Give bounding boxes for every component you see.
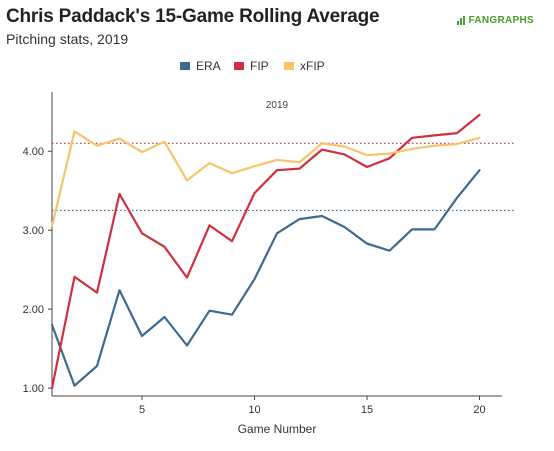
- series-line-fip: [50, 113, 481, 390]
- chart-title: Chris Paddack's 15-Game Rolling Average: [6, 6, 380, 27]
- y-tick-label: 1.00: [23, 383, 44, 395]
- legend-label-fip: FIP: [250, 59, 269, 73]
- panel-label: 2019: [266, 100, 289, 111]
- x-tick-label: 10: [248, 404, 260, 416]
- legend-swatch-era: [180, 62, 190, 70]
- legend-swatch-fip: [234, 62, 244, 70]
- x-tick-label: 5: [139, 404, 145, 416]
- x-tick-label: 15: [361, 404, 373, 416]
- y-tick-label: 4.00: [23, 146, 44, 158]
- y-tick-label: 2.00: [23, 304, 44, 316]
- legend-label-xfip: xFIP: [300, 59, 325, 73]
- x-tick-label: 20: [473, 404, 485, 416]
- logo-text: FANGRAPHS: [468, 15, 534, 26]
- chart-subtitle: Pitching stats, 2019: [6, 31, 129, 47]
- series-line-xfip: [50, 130, 481, 228]
- legend-label-era: ERA: [196, 59, 221, 73]
- fangraphs-logo: FANGRAPHS: [456, 15, 534, 26]
- legend-swatch-xfip: [284, 62, 294, 70]
- series-line-era: [50, 169, 481, 387]
- bar-chart-icon: [456, 16, 466, 25]
- x-axis-title: Game Number: [238, 422, 317, 436]
- y-tick-label: 3.00: [23, 225, 44, 237]
